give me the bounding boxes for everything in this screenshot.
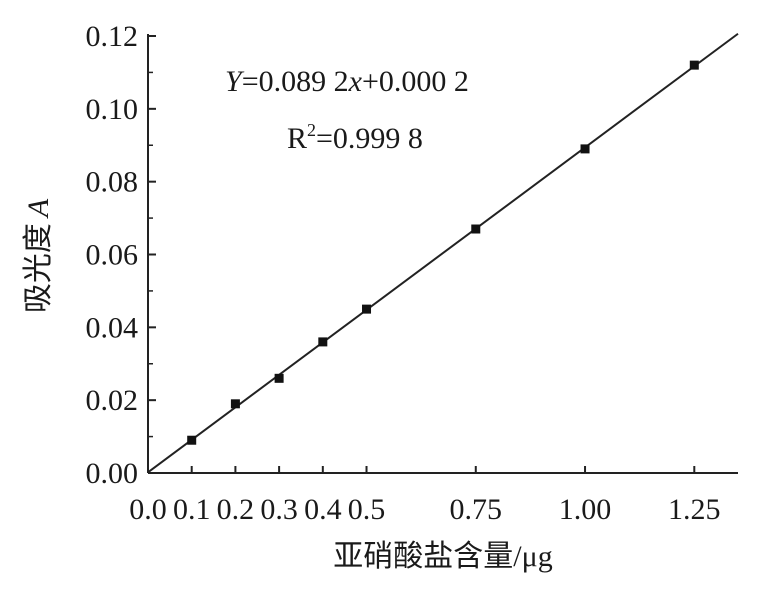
- y-tick-label: 0.12: [86, 20, 139, 53]
- data-point: [689, 60, 699, 70]
- r2-exponent: 2: [307, 120, 316, 140]
- data-point: [274, 373, 284, 383]
- equation-annotation: Y=0.089 2x+0.000 2: [225, 65, 469, 98]
- x-tick-label: 0.5: [348, 493, 386, 526]
- x-ticks: 0.0 0.1 0.2 0.3 0.4 0.5 0.75 1.00 1.25: [129, 466, 721, 526]
- x-tick-label: 1.25: [668, 493, 721, 526]
- x-tick-label: 0.1: [173, 493, 211, 526]
- data-point: [471, 224, 481, 234]
- y-axis-title-var: A: [22, 198, 55, 219]
- data-point: [187, 435, 197, 445]
- x-tick-label: 0.75: [450, 493, 503, 526]
- y-axis-title-main: 吸光度: [22, 223, 55, 313]
- r2-value: =0.999 8: [316, 122, 423, 155]
- data-point: [318, 337, 328, 347]
- y-tick-label: 0.04: [86, 311, 139, 344]
- y-tick-label: 0.10: [86, 93, 139, 126]
- r2-annotation: R2=0.999 8: [287, 120, 423, 155]
- x-tick-label: 0.3: [260, 493, 298, 526]
- data-point: [580, 144, 590, 154]
- equation-part1: =0.089 2: [242, 65, 349, 98]
- x-tick-label: 0.0: [129, 493, 167, 526]
- equation-part2: +0.000 2: [362, 65, 469, 98]
- regression-line: [147, 32, 739, 474]
- y-tick-label: 0.06: [86, 239, 139, 272]
- y-ticks: 0.00 0.02 0.04 0.06 0.08 0.10 0.12: [86, 20, 156, 490]
- x-axis-title: 亚硝酸盐含量/μg: [333, 540, 552, 573]
- r2-base: R: [287, 122, 307, 155]
- equation-y-var: Y: [225, 65, 245, 98]
- x-tick-label: 1.00: [559, 493, 612, 526]
- data-points: [187, 60, 699, 445]
- y-tick-label: 0.08: [86, 166, 139, 199]
- equation-x-var: x: [348, 65, 363, 98]
- y-tick-label: 0.02: [86, 384, 139, 417]
- fit-line-group: [147, 32, 739, 474]
- data-point: [230, 399, 240, 409]
- y-tick-label: 0.00: [86, 457, 139, 490]
- x-tick-label: 0.4: [304, 493, 342, 526]
- data-point: [362, 304, 372, 314]
- x-tick-label: 0.2: [217, 493, 255, 526]
- y-axis-title: 吸光度 A: [22, 198, 55, 313]
